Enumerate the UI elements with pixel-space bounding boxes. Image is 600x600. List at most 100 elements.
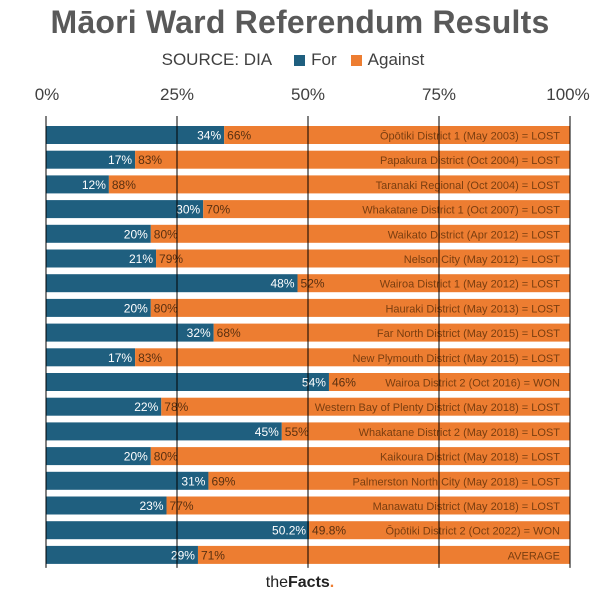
bar-chart: 0% 25% 50% 75% 100% 34% 66% Ōpōtiki District 1 …: [35, 85, 590, 568]
data-label-against: 78%: [164, 400, 188, 414]
data-label-for: 30%: [176, 203, 200, 217]
category-label: Whakatane District 2 (May 2018) = LOST: [359, 427, 561, 439]
data-label-against: 77%: [170, 499, 194, 513]
bar-against: [203, 200, 570, 219]
bar-against: [309, 521, 570, 540]
bar-for: [46, 521, 310, 540]
bar-for: [46, 249, 157, 268]
category-label: Ōpōtiki District 2 (Oct 2022) = WON: [385, 526, 560, 538]
x-tick-label: 25%: [160, 85, 194, 104]
bar-against: [135, 348, 570, 367]
bar-against: [150, 224, 571, 243]
bar-against: [166, 496, 570, 515]
bar-against: [150, 298, 571, 317]
data-label-against: 49.8%: [312, 524, 346, 538]
bar-for: [46, 175, 109, 194]
data-label-against: 66%: [227, 129, 251, 143]
brand-logo: theFacts.: [0, 574, 600, 592]
data-label-for: 12%: [82, 178, 106, 192]
x-tick-label: 50%: [291, 85, 325, 104]
source-label: SOURCE: DIA: [161, 50, 273, 69]
category-label: Kaikoura District (May 2018) = LOST: [380, 452, 560, 464]
chart-title: Māori Ward Referendum Results: [50, 4, 550, 40]
data-label-against: 80%: [154, 450, 178, 464]
bar-against: [197, 545, 570, 564]
data-label-against: 71%: [201, 548, 225, 562]
bar-against: [108, 175, 570, 194]
data-label-against: 69%: [211, 474, 235, 488]
data-label-for: 48%: [270, 277, 294, 291]
legend-label-for: For: [311, 50, 337, 69]
data-label-for: 34%: [197, 129, 221, 143]
category-label: Wairoa District 1 (May 2012) = LOST: [380, 279, 561, 291]
data-label-against: 79%: [159, 252, 183, 266]
data-label-for: 20%: [124, 301, 148, 315]
data-label-for: 32%: [187, 326, 211, 340]
x-tick-label: 0%: [35, 85, 60, 104]
data-label-for: 50.2%: [272, 524, 306, 538]
x-tick-label: 75%: [422, 85, 456, 104]
bar-against: [213, 323, 570, 342]
bar-for: [46, 348, 136, 367]
bar-against: [224, 126, 570, 144]
category-label: Whakatane District 1 (Oct 2007) = LOST: [362, 205, 560, 217]
data-label-for: 54%: [302, 376, 326, 390]
bar-against: [156, 249, 571, 268]
data-label-for: 21%: [129, 252, 153, 266]
legend-item-against: Against: [350, 50, 425, 70]
legend-label-against: Against: [367, 50, 425, 69]
bar-for: [46, 397, 162, 416]
bar-against: [135, 150, 570, 169]
data-label-against: 80%: [154, 301, 178, 315]
bar-against: [208, 471, 570, 490]
bar-for: [46, 323, 214, 342]
data-label-against: 52%: [301, 277, 325, 291]
bar-for: [46, 150, 136, 169]
bar-against: [281, 422, 570, 441]
category-label: Hauraki District (May 2013) = LOST: [385, 303, 560, 315]
category-label: Western Bay of Plenty District (May 2018…: [315, 402, 561, 414]
legend-item-for: For: [294, 50, 337, 70]
data-label-for: 29%: [171, 548, 195, 562]
data-label-against: 88%: [112, 178, 136, 192]
data-label-for: 20%: [124, 227, 148, 241]
bar-for: [46, 422, 282, 441]
data-label-against: 70%: [206, 203, 230, 217]
data-label-for: 22%: [134, 400, 158, 414]
subtitle-row: SOURCE: DIA For Against: [0, 48, 600, 72]
data-label-against: 83%: [138, 351, 162, 365]
data-label-against: 68%: [217, 326, 241, 340]
data-label-against: 80%: [154, 227, 178, 241]
bar-for: [46, 447, 151, 466]
category-label: Ōpōtiki District 1 (May 2003) = LOST: [380, 131, 560, 143]
category-label: Taranaki Regional (Oct 2004) = LOST: [376, 180, 561, 192]
category-label: Nelson City (May 2012) = LOST: [404, 254, 560, 266]
bar-for: [46, 471, 209, 490]
bar-for: [46, 545, 198, 564]
bar-for: [46, 224, 151, 243]
bar-for: [46, 373, 329, 391]
bar-for: [46, 496, 167, 515]
category-label: Waikato District (Apr 2012) = LOST: [388, 229, 561, 241]
category-label: Palmerston North City (May 2018) = LOST: [352, 476, 560, 488]
data-label-against: 46%: [332, 376, 356, 390]
brand-the: the: [265, 574, 288, 591]
bar-for: [46, 200, 204, 219]
category-label: Wairoa District 2 (Oct 2016) = WON: [385, 378, 560, 390]
bar-against: [328, 373, 570, 391]
bar-against: [297, 274, 570, 293]
data-label-for: 45%: [255, 425, 279, 439]
data-label-against: 83%: [138, 153, 162, 167]
brand-facts: Facts: [288, 574, 330, 591]
legend-swatch-against: [350, 54, 362, 66]
data-label-for: 31%: [181, 474, 205, 488]
category-label: Far North District (May 2015) = LOST: [377, 328, 560, 340]
bar-for: [46, 274, 298, 293]
category-label: Manawatu District (May 2018) = LOST: [373, 501, 561, 513]
category-label: New Plymouth District (May 2015) = LOST: [352, 353, 560, 365]
bar-against: [161, 397, 570, 416]
x-tick-label: 100%: [546, 85, 589, 104]
data-label-for: 23%: [139, 499, 163, 513]
category-label: AVERAGE: [508, 550, 560, 562]
data-label-for: 20%: [124, 450, 148, 464]
